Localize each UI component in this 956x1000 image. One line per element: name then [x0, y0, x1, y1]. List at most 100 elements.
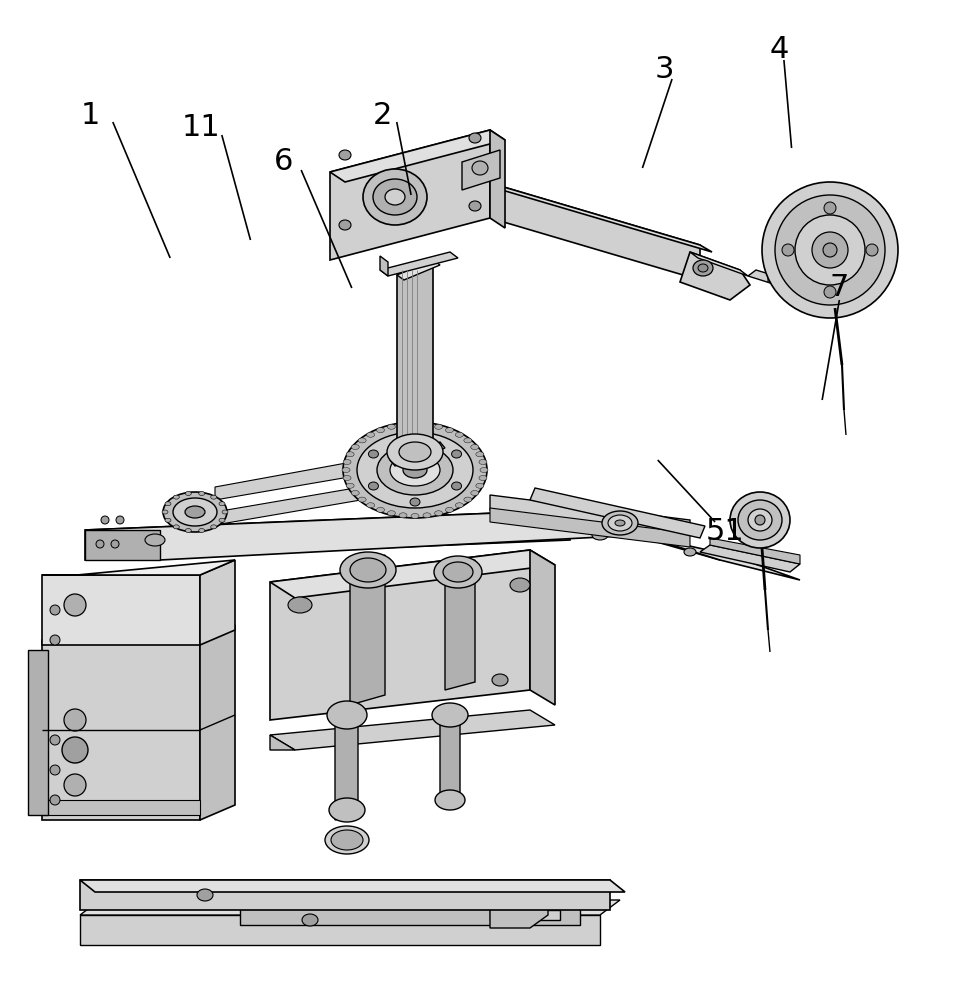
Ellipse shape	[479, 475, 487, 480]
Ellipse shape	[775, 195, 885, 305]
Polygon shape	[200, 560, 235, 645]
Ellipse shape	[824, 202, 836, 214]
Ellipse shape	[64, 774, 86, 796]
Ellipse shape	[327, 701, 367, 729]
Polygon shape	[42, 575, 200, 645]
Ellipse shape	[346, 452, 354, 457]
Ellipse shape	[50, 735, 60, 745]
Ellipse shape	[50, 765, 60, 775]
Ellipse shape	[163, 492, 227, 532]
Ellipse shape	[399, 513, 407, 518]
Polygon shape	[42, 560, 235, 575]
Polygon shape	[80, 880, 625, 892]
Ellipse shape	[824, 286, 836, 298]
Ellipse shape	[197, 889, 213, 901]
Ellipse shape	[367, 432, 375, 437]
Polygon shape	[270, 735, 295, 750]
Polygon shape	[42, 640, 200, 820]
Polygon shape	[445, 560, 475, 690]
Ellipse shape	[476, 483, 484, 488]
Polygon shape	[397, 260, 433, 460]
Ellipse shape	[368, 482, 379, 490]
Ellipse shape	[693, 260, 713, 276]
Ellipse shape	[96, 540, 104, 548]
Ellipse shape	[165, 502, 171, 506]
Ellipse shape	[346, 483, 354, 488]
Ellipse shape	[445, 428, 453, 433]
Polygon shape	[330, 130, 505, 182]
Polygon shape	[748, 270, 848, 305]
Ellipse shape	[377, 507, 384, 512]
Polygon shape	[640, 535, 800, 580]
Ellipse shape	[866, 244, 878, 256]
Ellipse shape	[185, 491, 191, 495]
Polygon shape	[270, 710, 555, 750]
Polygon shape	[490, 130, 505, 228]
Ellipse shape	[403, 462, 427, 478]
Polygon shape	[490, 508, 690, 547]
Ellipse shape	[339, 220, 351, 230]
Ellipse shape	[748, 509, 772, 531]
Polygon shape	[700, 545, 800, 572]
Polygon shape	[80, 880, 610, 910]
Ellipse shape	[762, 182, 898, 318]
Ellipse shape	[451, 482, 462, 490]
Ellipse shape	[823, 243, 837, 257]
Ellipse shape	[358, 497, 366, 502]
Ellipse shape	[343, 475, 351, 480]
Ellipse shape	[469, 133, 481, 143]
Polygon shape	[270, 550, 555, 598]
Polygon shape	[335, 705, 358, 820]
Ellipse shape	[812, 232, 848, 268]
Ellipse shape	[684, 548, 696, 556]
Ellipse shape	[464, 438, 472, 443]
Ellipse shape	[435, 511, 443, 516]
Ellipse shape	[351, 490, 359, 495]
Ellipse shape	[358, 438, 366, 443]
Ellipse shape	[480, 468, 488, 473]
Polygon shape	[80, 915, 600, 945]
Ellipse shape	[411, 514, 419, 518]
Ellipse shape	[377, 445, 453, 495]
Ellipse shape	[219, 502, 225, 506]
Polygon shape	[85, 510, 570, 560]
Polygon shape	[680, 252, 750, 300]
Text: 51: 51	[706, 518, 744, 546]
Ellipse shape	[101, 516, 109, 524]
Ellipse shape	[350, 558, 386, 582]
Ellipse shape	[367, 503, 375, 508]
Ellipse shape	[451, 450, 462, 458]
Polygon shape	[490, 905, 548, 928]
Ellipse shape	[368, 450, 379, 458]
Text: 1: 1	[81, 101, 100, 129]
Ellipse shape	[782, 244, 794, 256]
Polygon shape	[380, 256, 388, 276]
Ellipse shape	[510, 578, 530, 592]
Ellipse shape	[50, 635, 60, 645]
Polygon shape	[240, 908, 580, 925]
Ellipse shape	[470, 444, 479, 450]
Ellipse shape	[111, 540, 119, 548]
Ellipse shape	[423, 422, 431, 427]
Polygon shape	[768, 277, 840, 305]
Ellipse shape	[357, 432, 473, 508]
Polygon shape	[215, 482, 390, 525]
Ellipse shape	[730, 492, 790, 548]
Ellipse shape	[343, 422, 487, 518]
Ellipse shape	[492, 674, 508, 686]
Ellipse shape	[592, 530, 608, 540]
Ellipse shape	[185, 529, 191, 533]
Ellipse shape	[387, 511, 396, 516]
Ellipse shape	[64, 709, 86, 731]
Ellipse shape	[399, 442, 431, 462]
Ellipse shape	[738, 500, 782, 540]
Polygon shape	[350, 555, 385, 705]
Polygon shape	[530, 488, 705, 538]
Polygon shape	[440, 705, 460, 805]
Ellipse shape	[608, 515, 632, 531]
Polygon shape	[462, 150, 500, 190]
Ellipse shape	[50, 605, 60, 615]
Ellipse shape	[390, 454, 440, 486]
Ellipse shape	[469, 201, 481, 211]
Ellipse shape	[199, 529, 205, 533]
